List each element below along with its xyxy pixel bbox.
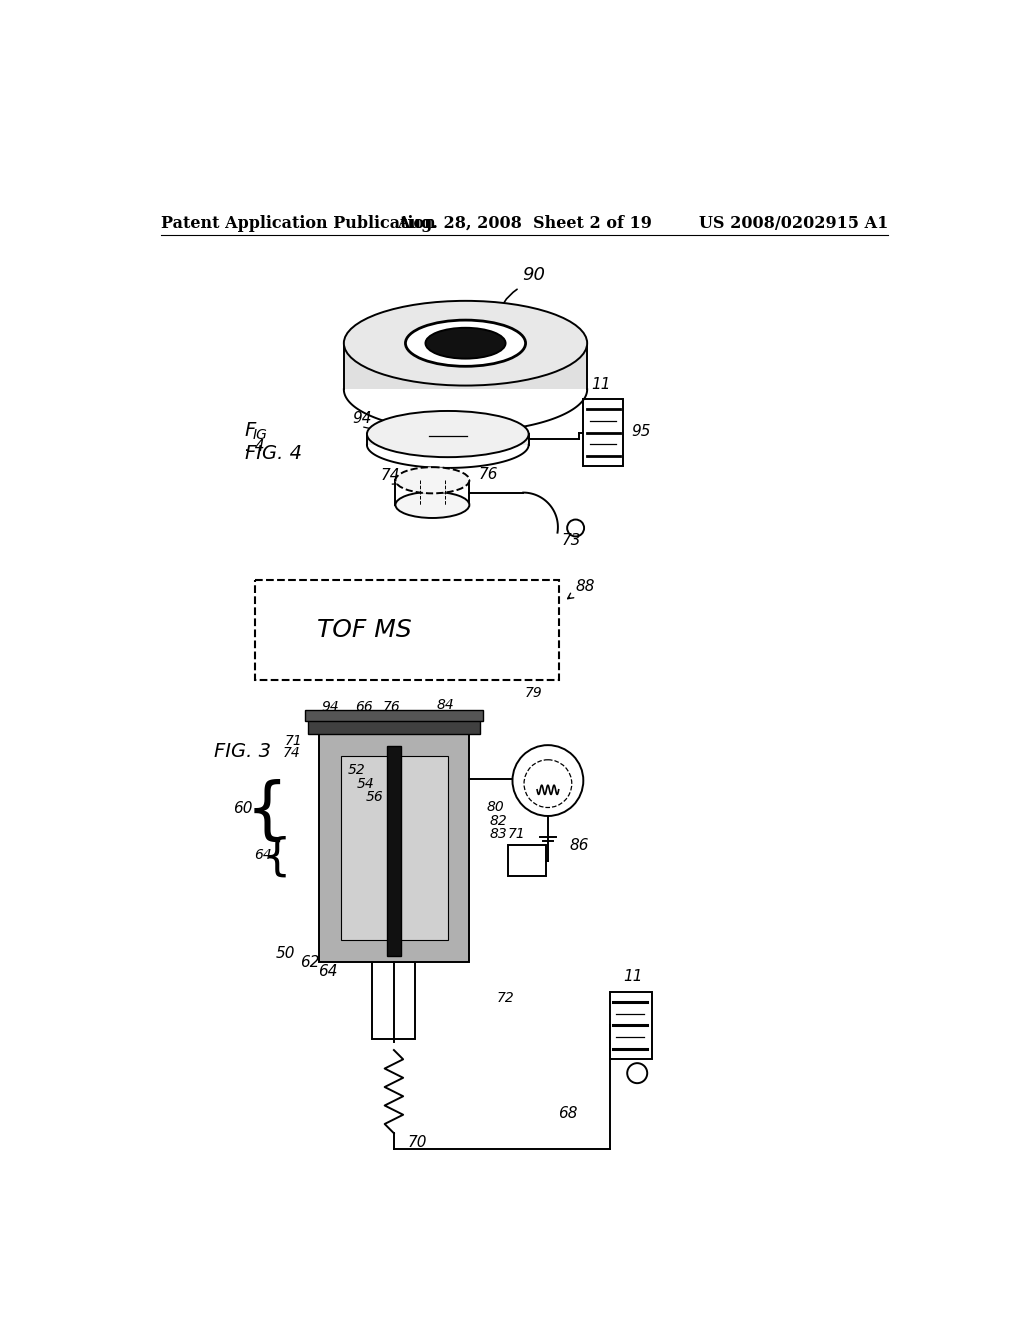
Bar <box>584 399 624 466</box>
Bar <box>305 710 483 721</box>
Text: 50: 50 <box>275 945 295 961</box>
Text: 74: 74 <box>283 747 301 760</box>
Text: 60: 60 <box>233 801 253 816</box>
Text: Patent Application Publication: Patent Application Publication <box>162 215 436 232</box>
Text: 79: 79 <box>524 686 543 701</box>
Text: 90: 90 <box>521 267 545 284</box>
Text: 76: 76 <box>383 700 400 714</box>
Polygon shape <box>367 434 528 445</box>
Ellipse shape <box>395 492 469 517</box>
Text: 72: 72 <box>497 990 515 1005</box>
Text: 64: 64 <box>254 849 271 862</box>
Text: 88: 88 <box>575 579 595 594</box>
Bar <box>319 734 469 961</box>
Text: 68: 68 <box>558 1106 578 1121</box>
Text: 11: 11 <box>624 969 643 983</box>
Text: US 2008/0202915 A1: US 2008/0202915 A1 <box>698 215 888 232</box>
Text: F: F <box>245 421 256 440</box>
Bar <box>308 719 480 734</box>
Text: 52: 52 <box>348 763 366 777</box>
Bar <box>341 756 447 940</box>
Bar <box>609 991 652 1059</box>
Text: Aug. 28, 2008  Sheet 2 of 19: Aug. 28, 2008 Sheet 2 of 19 <box>397 215 652 232</box>
Text: 95: 95 <box>631 424 650 438</box>
Text: FIG. 3: FIG. 3 <box>214 742 270 762</box>
Text: 86: 86 <box>569 838 589 853</box>
Bar <box>387 746 400 956</box>
Text: 84: 84 <box>437 698 455 711</box>
Text: 62: 62 <box>300 954 319 970</box>
Text: 71: 71 <box>285 734 302 748</box>
Ellipse shape <box>425 327 506 359</box>
Ellipse shape <box>344 301 587 385</box>
Text: 80: 80 <box>486 800 504 814</box>
Ellipse shape <box>367 411 528 457</box>
Bar <box>373 961 416 1039</box>
Text: IG: IG <box>252 429 267 442</box>
Text: 73: 73 <box>562 533 582 548</box>
Text: 76: 76 <box>478 467 498 482</box>
Text: 56: 56 <box>366 789 383 804</box>
Ellipse shape <box>406 321 525 367</box>
Text: 54: 54 <box>357 777 375 791</box>
Text: 92: 92 <box>391 356 411 371</box>
Text: 74: 74 <box>381 469 400 483</box>
Ellipse shape <box>395 467 469 494</box>
Text: 64: 64 <box>317 964 337 979</box>
Text: 94: 94 <box>322 700 339 714</box>
Text: 71: 71 <box>508 826 525 841</box>
Text: {: { <box>263 836 291 879</box>
Text: {: { <box>246 779 289 845</box>
Text: 66: 66 <box>355 700 373 714</box>
Text: 94: 94 <box>352 412 372 426</box>
Polygon shape <box>344 343 587 389</box>
Text: 70: 70 <box>408 1135 427 1150</box>
Text: 11: 11 <box>591 378 610 392</box>
Text: TOF MS: TOF MS <box>316 618 412 643</box>
Bar <box>508 845 547 876</box>
Text: 82: 82 <box>489 814 507 828</box>
Text: FIG. 4: FIG. 4 <box>245 444 301 463</box>
Text: 83: 83 <box>489 826 507 841</box>
Text: . 4: . 4 <box>245 440 264 454</box>
